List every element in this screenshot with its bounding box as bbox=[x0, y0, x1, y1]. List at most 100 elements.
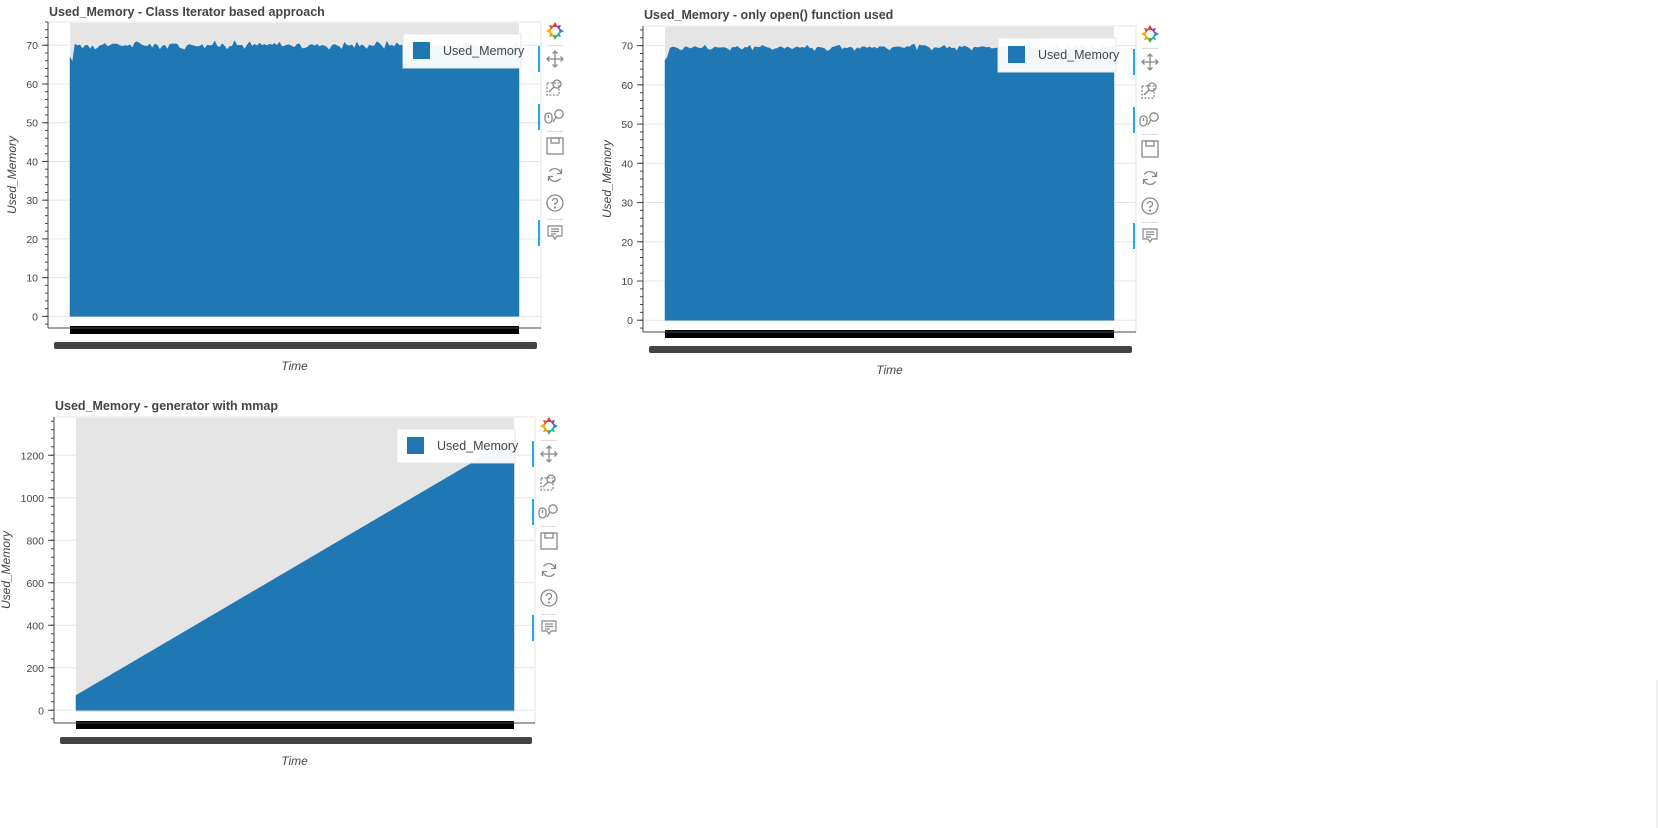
reset-tool-button[interactable] bbox=[1136, 165, 1164, 191]
help-icon bbox=[540, 589, 558, 607]
pan-tool-button[interactable] bbox=[532, 441, 563, 467]
y-tick-label: 10 bbox=[621, 276, 633, 288]
save-tool-button[interactable] bbox=[541, 133, 569, 159]
legend-label: Used_Memory bbox=[443, 44, 525, 58]
x-tick-band bbox=[70, 326, 519, 334]
bokeh-logo-tool-button[interactable] bbox=[541, 18, 569, 44]
wheel-zoom-icon bbox=[538, 503, 560, 521]
wheel-zoom-icon bbox=[544, 108, 566, 126]
y-tick-label: 40 bbox=[621, 158, 633, 170]
box-zoom-tool-button[interactable] bbox=[535, 469, 563, 495]
toolbar-separator bbox=[1142, 134, 1158, 135]
help-icon bbox=[546, 194, 564, 212]
legend-label: Used_Memory bbox=[437, 439, 519, 453]
x-tick-labels-overlap bbox=[649, 346, 1132, 353]
series-area-used-memory bbox=[75, 437, 515, 711]
y-tick-label: 50 bbox=[26, 118, 38, 130]
x-tick-labels-overlap bbox=[60, 737, 532, 744]
legend-swatch bbox=[1008, 46, 1025, 63]
bokeh-logo-icon bbox=[545, 21, 565, 41]
x-axis-label: Time bbox=[281, 754, 308, 768]
y-tick-label: 600 bbox=[26, 578, 44, 590]
reset-icon bbox=[540, 561, 558, 579]
y-axis-label: Used_Memory bbox=[600, 139, 614, 218]
y-tick-label: 60 bbox=[26, 79, 38, 91]
pan-icon bbox=[546, 50, 564, 68]
y-tick-label: 50 bbox=[621, 119, 633, 131]
reset-tool-button[interactable] bbox=[535, 557, 563, 583]
chart-title: Used_Memory - generator with mmap bbox=[55, 399, 278, 413]
x-axis-label: Time bbox=[281, 359, 308, 373]
y-axis-label: Used_Memory bbox=[5, 135, 19, 214]
bokeh-logo-tool-button[interactable] bbox=[1136, 21, 1164, 47]
chart-class-iterator: Used_Memory - Class Iterator based appro… bbox=[5, 5, 542, 373]
y-tick-label: 70 bbox=[26, 40, 38, 52]
y-tick-label: 400 bbox=[26, 620, 44, 632]
y-tick-label: 0 bbox=[627, 315, 633, 327]
save-icon bbox=[540, 532, 558, 550]
reset-tool-button[interactable] bbox=[541, 162, 569, 188]
box-zoom-tool-button[interactable] bbox=[1136, 77, 1164, 103]
y-tick-label: 70 bbox=[621, 41, 633, 53]
chart-generator-mmap: Used_Memory - generator with mmap 0 200 400… bbox=[0, 399, 536, 768]
toolbar-separator bbox=[541, 526, 557, 527]
pan-icon bbox=[540, 445, 558, 463]
help-tool-button[interactable] bbox=[1136, 193, 1164, 219]
series-area-used-memory bbox=[664, 43, 1115, 321]
y-tick-label: 0 bbox=[32, 311, 38, 323]
toolbar-separator bbox=[1142, 222, 1158, 223]
help-tool-button[interactable] bbox=[541, 190, 569, 216]
toolbar-separator bbox=[547, 131, 563, 132]
wheel-zoom-tool-button[interactable] bbox=[538, 104, 569, 130]
y-tick-label: 10 bbox=[26, 273, 38, 285]
pan-icon bbox=[1141, 53, 1159, 71]
x-tick-band bbox=[665, 330, 1114, 338]
box-zoom-tool-button[interactable] bbox=[541, 74, 569, 100]
box-zoom-icon bbox=[540, 473, 558, 491]
hover-tool-button[interactable] bbox=[532, 615, 563, 641]
hover-tool-button[interactable] bbox=[1133, 223, 1164, 249]
pan-tool-button[interactable] bbox=[538, 46, 569, 72]
y-tick-label: 40 bbox=[26, 156, 38, 168]
legend-swatch bbox=[407, 437, 424, 454]
legend-label: Used_Memory bbox=[1038, 48, 1120, 62]
box-zoom-icon bbox=[1141, 81, 1159, 99]
y-tick-label: 1000 bbox=[21, 493, 45, 505]
wheel-zoom-tool-button[interactable] bbox=[1133, 107, 1164, 133]
reset-icon bbox=[1141, 169, 1159, 187]
help-tool-button[interactable] bbox=[535, 585, 563, 611]
y-tick-label: 60 bbox=[621, 80, 633, 92]
hover-icon bbox=[1141, 227, 1159, 245]
toolbar-separator bbox=[1142, 48, 1158, 49]
legend-swatch bbox=[413, 42, 430, 59]
y-axis-label: Used_Memory bbox=[0, 530, 13, 609]
y-tick-label: 800 bbox=[26, 535, 44, 547]
hover-icon bbox=[540, 619, 558, 637]
y-tick-label: 200 bbox=[26, 663, 44, 675]
bokeh-logo-icon bbox=[1140, 24, 1160, 44]
chart-title: Used_Memory - Class Iterator based appro… bbox=[49, 5, 325, 19]
help-icon bbox=[1141, 197, 1159, 215]
bokeh-logo-icon bbox=[539, 416, 559, 436]
hover-icon bbox=[546, 224, 564, 242]
save-tool-button[interactable] bbox=[535, 528, 563, 554]
save-icon bbox=[546, 137, 564, 155]
hover-tool-button[interactable] bbox=[538, 220, 569, 246]
toolbar-separator bbox=[541, 440, 557, 441]
save-tool-button[interactable] bbox=[1136, 136, 1164, 162]
y-tick-label: 0 bbox=[38, 705, 44, 717]
page-scrollbar-edge bbox=[1656, 680, 1658, 828]
wheel-zoom-tool-button[interactable] bbox=[532, 499, 563, 525]
y-tick-label: 30 bbox=[621, 198, 633, 210]
x-tick-labels-overlap bbox=[54, 342, 537, 349]
bokeh-logo-tool-button[interactable] bbox=[535, 413, 563, 439]
toolbar-separator bbox=[541, 614, 557, 615]
pan-tool-button[interactable] bbox=[1133, 49, 1164, 75]
x-tick-band bbox=[76, 721, 514, 729]
toolbar-separator bbox=[547, 45, 563, 46]
save-icon bbox=[1141, 140, 1159, 158]
box-zoom-icon bbox=[546, 78, 564, 96]
reset-icon bbox=[546, 166, 564, 184]
y-tick-label: 20 bbox=[26, 234, 38, 246]
y-tick-label: 30 bbox=[26, 195, 38, 207]
